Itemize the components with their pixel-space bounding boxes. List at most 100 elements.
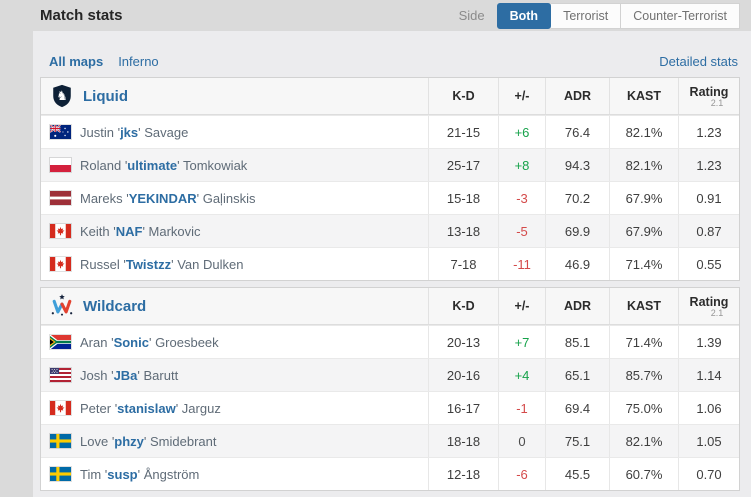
team-name-wildcard[interactable]: Wildcard [83, 297, 147, 315]
rating-value: 1.23 [678, 149, 739, 181]
column-header-plus-minus: +/- [498, 78, 545, 114]
column-header-rating: Rating 2.1 [678, 288, 739, 324]
adr-value: 76.4 [545, 116, 609, 148]
column-header-kd: K-D [428, 288, 498, 324]
column-header-plus-minus: +/- [498, 288, 545, 324]
rating-value: 0.91 [678, 182, 739, 214]
adr-value: 46.9 [545, 248, 609, 280]
rating-value: 0.70 [678, 458, 739, 490]
table-row: Aran 'Sonic' Groesbeek 20-13 +7 85.1 71.… [41, 325, 739, 358]
table-row: Roland 'ultimate' Tomkowiak 25-17 +8 94.… [41, 148, 739, 181]
kast-value: 67.9% [609, 182, 678, 214]
stats-panel: All maps Inferno Detailed stats ♞ Liquid… [33, 31, 751, 497]
kd-value: 15-18 [428, 182, 498, 214]
table-row: Tim 'susp' Ångström 12-18 -6 45.5 60.7% … [41, 457, 739, 490]
plus-minus-value: -1 [498, 392, 545, 424]
player-link[interactable]: Russel 'Twistzz' Van Dulken [50, 257, 243, 272]
team-name-liquid[interactable]: Liquid [83, 87, 128, 105]
team-stats-table-wildcard: Wildcard K-D +/- ADR KAST Rating 2.1 [40, 287, 740, 491]
adr-value: 85.1 [545, 326, 609, 358]
player-link[interactable]: Mareks 'YEKINDAR' Gaļinskis [50, 191, 255, 206]
player-link[interactable]: Josh 'JBa' Barutt [50, 368, 178, 383]
kast-value: 67.9% [609, 215, 678, 247]
table-row: Peter 'stanislaw' Jarguz 16-17 -1 69.4 7… [41, 391, 739, 424]
flag-canada-icon [50, 224, 71, 238]
rating-value: 1.05 [678, 425, 739, 457]
kd-value: 20-16 [428, 359, 498, 391]
player-name: Justin 'jks' Savage [80, 124, 189, 140]
player-link[interactable]: Roland 'ultimate' Tomkowiak [50, 158, 247, 173]
side-label: Side [458, 8, 485, 23]
player-name: Tim 'susp' Ångström [80, 466, 200, 482]
player-link[interactable]: Justin 'jks' Savage [50, 125, 188, 140]
adr-value: 94.3 [545, 149, 609, 181]
kd-value: 12-18 [428, 458, 498, 490]
detailed-stats-link[interactable]: Detailed stats [659, 53, 738, 69]
map-filter-inferno[interactable]: Inferno [118, 53, 159, 69]
table-row: Josh 'JBa' Barutt 20-16 +4 65.1 85.7% 1.… [41, 358, 739, 391]
kd-value: 21-15 [428, 116, 498, 148]
map-filter-all-maps[interactable]: All maps [49, 53, 104, 69]
team-wildcard-logo-icon [50, 294, 74, 318]
plus-minus-value: +7 [498, 326, 545, 358]
rating-value: 0.87 [678, 215, 739, 247]
column-header-rating: Rating 2.1 [678, 78, 739, 114]
player-name: Aran 'Sonic' Groesbeek [80, 334, 219, 350]
kast-value: 82.1% [609, 149, 678, 181]
side-tab-group: Both Terrorist Counter-Terrorist [496, 2, 740, 29]
match-stats-header: Match stats Side Both Terrorist Counter-… [0, 0, 751, 31]
tab-counter-terrorist[interactable]: Counter-Terrorist [621, 2, 740, 29]
flag-latvia-icon [50, 191, 71, 205]
tab-both[interactable]: Both [496, 2, 552, 29]
tab-terrorist[interactable]: Terrorist [551, 2, 622, 29]
kast-value: 82.1% [609, 116, 678, 148]
flag-canada-icon [50, 257, 71, 271]
player-link[interactable]: Aran 'Sonic' Groesbeek [50, 335, 219, 350]
player-link[interactable]: Keith 'NAF' Markovic [50, 224, 201, 239]
kast-value: 82.1% [609, 425, 678, 457]
column-header-kd: K-D [428, 78, 498, 114]
player-name: Peter 'stanislaw' Jarguz [80, 400, 221, 416]
player-name: Keith 'NAF' Markovic [80, 223, 201, 239]
rating-version: 2.1 [710, 98, 724, 108]
rating-value: 0.55 [678, 248, 739, 280]
player-name: Love 'phzy' Smidebrant [80, 433, 217, 449]
rating-value: 1.39 [678, 326, 739, 358]
table-header-row: Wildcard K-D +/- ADR KAST Rating 2.1 [41, 288, 739, 325]
plus-minus-value: 0 [498, 425, 545, 457]
kd-value: 7-18 [428, 248, 498, 280]
player-link[interactable]: Tim 'susp' Ångström [50, 467, 199, 482]
adr-value: 69.4 [545, 392, 609, 424]
flag-australia-icon [50, 125, 71, 139]
kast-value: 71.4% [609, 248, 678, 280]
adr-value: 69.9 [545, 215, 609, 247]
plus-minus-value: +6 [498, 116, 545, 148]
kd-value: 20-13 [428, 326, 498, 358]
plus-minus-value: -6 [498, 458, 545, 490]
rating-version: 2.1 [710, 308, 724, 318]
table-row: Love 'phzy' Smidebrant 18-18 0 75.1 82.1… [41, 424, 739, 457]
plus-minus-value: -3 [498, 182, 545, 214]
flag-sweden-icon [50, 434, 71, 448]
flag-united-states-icon [50, 368, 71, 382]
column-header-kast: KAST [609, 78, 678, 114]
kd-value: 13-18 [428, 215, 498, 247]
player-name: Josh 'JBa' Barutt [80, 367, 179, 383]
player-link[interactable]: Peter 'stanislaw' Jarguz [50, 401, 221, 416]
kast-value: 85.7% [609, 359, 678, 391]
column-header-kast: KAST [609, 288, 678, 324]
plus-minus-value: -11 [498, 248, 545, 280]
kd-value: 16-17 [428, 392, 498, 424]
rating-value: 1.06 [678, 392, 739, 424]
kast-value: 71.4% [609, 326, 678, 358]
table-row: Russel 'Twistzz' Van Dulken 7-18 -11 46.… [41, 247, 739, 280]
player-link[interactable]: Love 'phzy' Smidebrant [50, 434, 217, 449]
team-liquid-logo-icon: ♞ [50, 84, 74, 108]
player-name: Mareks 'YEKINDAR' Gaļinskis [80, 190, 256, 206]
page-title: Match stats [40, 7, 123, 24]
kast-value: 75.0% [609, 392, 678, 424]
svg-text:♞: ♞ [56, 89, 68, 104]
table-row: Keith 'NAF' Markovic 13-18 -5 69.9 67.9%… [41, 214, 739, 247]
adr-value: 75.1 [545, 425, 609, 457]
table-row: Mareks 'YEKINDAR' Gaļinskis 15-18 -3 70.… [41, 181, 739, 214]
